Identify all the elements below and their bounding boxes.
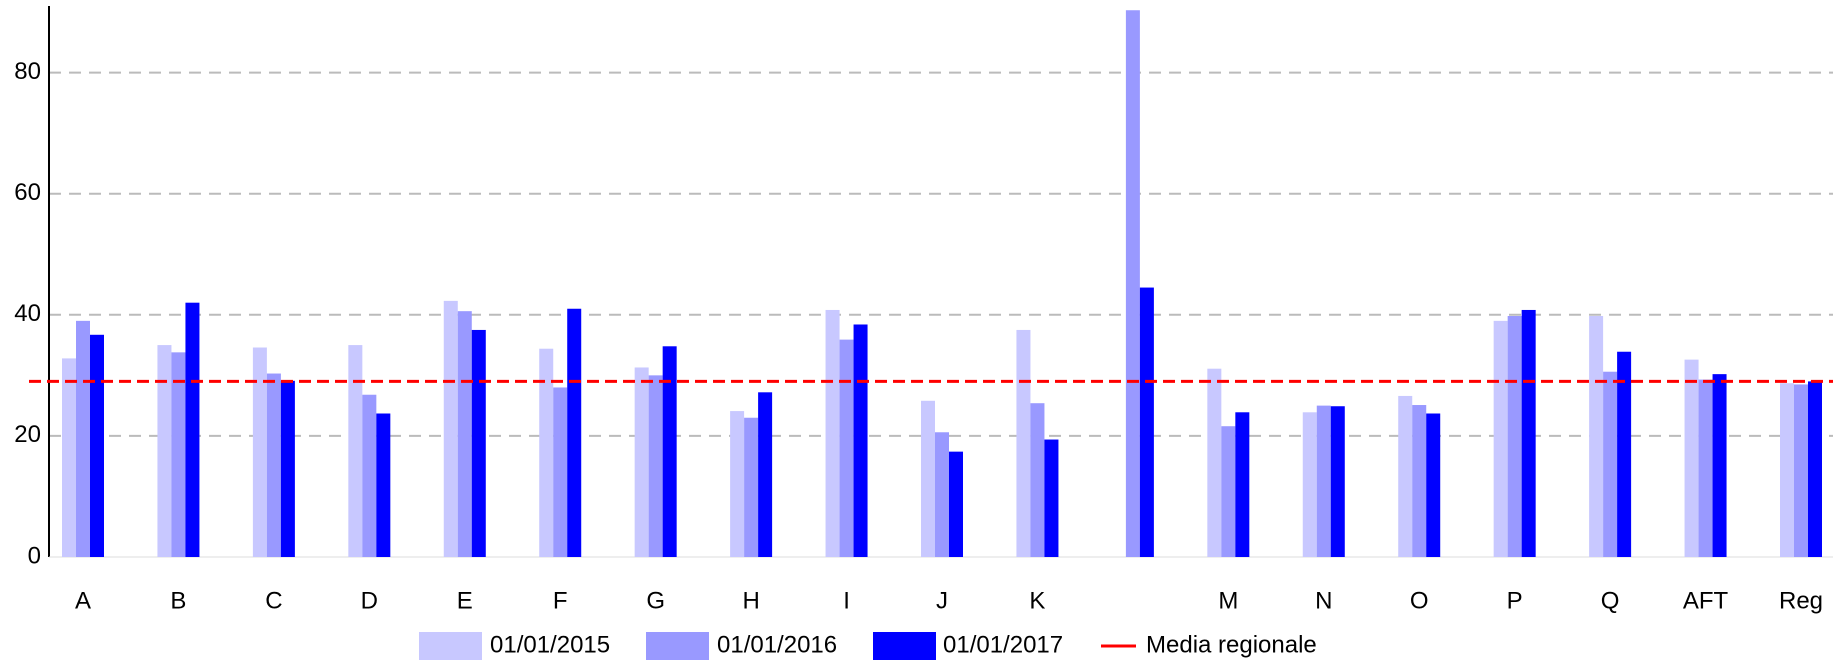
bar [634, 367, 649, 557]
bar [825, 309, 840, 557]
bar [62, 358, 76, 557]
bar [252, 347, 267, 557]
bar [171, 352, 186, 557]
bar [1044, 439, 1059, 557]
x-tick-label: E [457, 587, 473, 614]
bar [1808, 381, 1822, 557]
bar [662, 346, 677, 557]
bar [744, 417, 759, 557]
bar [1712, 374, 1727, 557]
bar [1016, 329, 1031, 557]
x-tick-label: O [1410, 587, 1429, 614]
x-tick-label: H [742, 587, 759, 614]
bar [1684, 359, 1699, 557]
x-tick-label: M [1218, 587, 1238, 614]
bar [1235, 412, 1250, 557]
bar [443, 300, 458, 557]
bar [471, 329, 486, 557]
bar [1221, 426, 1236, 557]
x-tick-label: K [1029, 587, 1045, 614]
x-tick-label: J [936, 587, 948, 614]
bar [1794, 384, 1808, 557]
bar [1589, 316, 1604, 557]
bar [730, 411, 745, 557]
legend-swatch [646, 632, 709, 660]
bar [1398, 395, 1413, 557]
x-tick-label: AFT [1683, 587, 1729, 614]
x-tick-label: C [265, 587, 282, 614]
bar [839, 339, 854, 557]
y-tick-label: 60 [14, 179, 41, 206]
bar [1302, 412, 1317, 557]
bar [457, 311, 472, 557]
bar [362, 394, 377, 557]
bar [921, 400, 935, 557]
bar [567, 308, 582, 557]
bar [1603, 371, 1618, 557]
bar [1207, 368, 1222, 557]
bar [1412, 405, 1427, 557]
x-tick-label: I [843, 587, 850, 614]
bar [1139, 287, 1154, 557]
x-tick-label: P [1507, 587, 1523, 614]
bar [376, 413, 391, 557]
y-tick-label: 40 [14, 300, 41, 327]
x-tick-label: N [1315, 587, 1332, 614]
bar [553, 387, 568, 557]
bar [949, 451, 963, 557]
bar [185, 302, 200, 557]
bar [1030, 403, 1045, 557]
bar [90, 334, 104, 557]
legend-label: 01/01/2017 [943, 631, 1063, 658]
bar [1426, 413, 1441, 557]
y-tick-label: 80 [14, 58, 41, 85]
bar [1493, 320, 1508, 557]
bar [1330, 406, 1345, 557]
bar [266, 373, 281, 557]
legend-label: 01/01/2015 [490, 631, 610, 658]
x-tick-label: Reg [1779, 587, 1823, 614]
bar [157, 345, 172, 557]
x-tick-label: B [170, 587, 186, 614]
bar [539, 348, 554, 557]
legend-label: Media regionale [1146, 631, 1317, 658]
bar [1617, 351, 1632, 557]
x-tick-label: G [646, 587, 665, 614]
bar [1316, 405, 1331, 557]
bar [1125, 10, 1140, 557]
bar [1521, 309, 1536, 557]
bar [76, 320, 90, 557]
x-tick-label: A [75, 587, 91, 614]
legend-swatch [419, 632, 482, 660]
x-tick-label: D [361, 587, 378, 614]
x-tick-label: F [553, 587, 568, 614]
bar [853, 324, 868, 557]
y-tick-label: 0 [28, 542, 41, 569]
y-tick-label: 20 [14, 421, 41, 448]
bar [1780, 383, 1794, 557]
bar [1698, 379, 1713, 557]
bar [935, 432, 949, 557]
x-tick-label: Q [1601, 587, 1620, 614]
bar [280, 380, 295, 557]
legend-swatch [873, 632, 936, 660]
bar [758, 392, 773, 557]
bar [1507, 316, 1522, 557]
bar [648, 375, 663, 557]
legend-label: 01/01/2016 [717, 631, 837, 658]
bar [348, 345, 363, 557]
